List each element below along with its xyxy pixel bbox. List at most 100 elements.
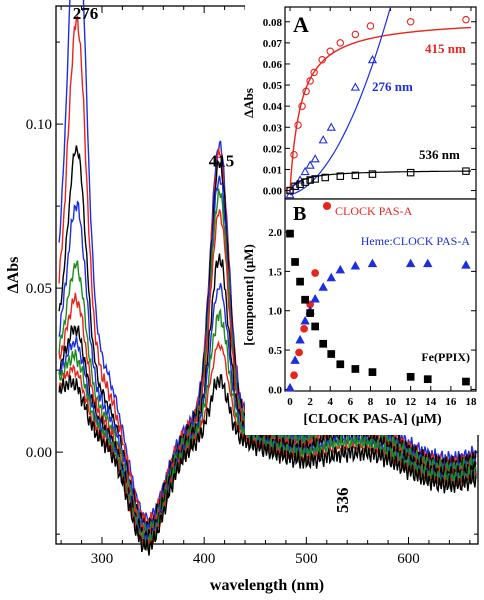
inset-a-point: [286, 186, 294, 195]
inset-a-y-tick-label: 0.06: [263, 59, 283, 71]
inset-a-background: [245, 0, 480, 201]
inset-b-x-tick-label: 0: [287, 396, 293, 408]
inset-a-point: [310, 68, 318, 77]
inset-b-y-tick-label: 2.0: [268, 227, 282, 239]
inset-a-series-label: 276 nm: [372, 79, 413, 94]
inset-b-y-tick-label: 1.0: [268, 306, 282, 318]
inset-b-x-axis-label: [CLOCK PAS-A] (μM): [303, 412, 442, 427]
x-tick-label: 600: [397, 551, 420, 567]
inset-a-point: [318, 55, 326, 64]
inset-a-point: [462, 15, 470, 24]
inset-a-y-tick-label: 0.00: [263, 186, 283, 198]
inset-a-point: [310, 154, 320, 163]
x-tick-label: 500: [295, 551, 318, 567]
inset-a-y-tick-label: 0.07: [263, 38, 283, 50]
inset-b-point: [310, 294, 320, 303]
inset-b-point: [368, 368, 377, 376]
inset-a-point: [294, 121, 302, 129]
inset-a-y-tick-label: 0.05: [263, 80, 283, 92]
inset-a-y-tick-label: 0.08: [263, 17, 283, 29]
inset-a-panel-label: A: [293, 12, 309, 37]
inset-a-point: [336, 172, 345, 180]
inset-a-point: [285, 189, 295, 199]
inset-b-legend-marker: [322, 201, 332, 211]
inset-a-y-tick-label: 0.04: [263, 101, 283, 113]
inset-a-y-tick-label: 0.03: [263, 122, 283, 134]
inset-b-point: [290, 371, 298, 380]
inset-a-point: [318, 135, 328, 144]
inset-b-series-label: CLOCK PAS-A: [335, 204, 413, 218]
inset-a-point: [351, 171, 360, 180]
inset-a-point: [306, 77, 314, 85]
inset-b-point: [296, 277, 304, 286]
inset-b-point: [406, 372, 415, 381]
peak-536-label: 536: [333, 487, 352, 512]
inset-b-point: [311, 322, 320, 331]
inset-b-point: [286, 229, 294, 238]
inset-b-point: [351, 365, 360, 373]
x-tick-label: 400: [193, 551, 216, 567]
inset-b-point: [301, 295, 309, 304]
peak-276-label: 276: [73, 4, 99, 23]
inset-b-point: [300, 324, 308, 333]
inset-b-point: [290, 355, 300, 364]
inset-b-point: [319, 339, 328, 348]
inset-a-series-label: 536 nm: [419, 147, 460, 162]
inset-a-point: [290, 150, 298, 159]
inset-b-y-tick-label: 0.5: [268, 345, 282, 357]
inset-b-point: [367, 258, 378, 268]
spectra-lines: [58, 0, 477, 556]
x-axis-label: wavelength (nm): [210, 577, 324, 594]
inset-a-point: [298, 102, 306, 110]
inset-b-x-tick-label: 18: [465, 396, 477, 408]
inset-a-point: [336, 39, 345, 47]
inset-a-series-1: [286, 15, 470, 195]
inset-a-fit-lines: [289, 6, 472, 196]
inset-b-series-3: [286, 229, 470, 386]
fit-276-line: [289, 6, 392, 196]
inset-a-point: [350, 82, 360, 91]
inset-a-series-label: 415 nm: [425, 41, 466, 56]
inset-a-point: [311, 175, 319, 183]
inset-b-y-tick-label: 0.0: [268, 384, 282, 396]
x-tick-label: 300: [91, 551, 114, 567]
inset-b-point: [285, 382, 295, 392]
inset-b-x-tick-label: 8: [368, 396, 374, 408]
inset-b-point: [335, 264, 346, 274]
inset-b-point: [326, 272, 336, 282]
inset-a-y-axis-label: ΔAbs: [241, 88, 256, 118]
inset-b-point: [423, 258, 433, 268]
inset-a-point: [305, 160, 315, 169]
inset-a-point: [296, 180, 304, 188]
inset-a-point: [366, 22, 375, 30]
inset-a-point: [302, 87, 310, 96]
inset-b-series-label: Fe(PPIX): [421, 350, 470, 364]
inset-b-x-tick-label: 16: [445, 396, 457, 408]
inset-a-point: [291, 182, 299, 191]
y-axis-label: ΔAbs: [5, 257, 22, 294]
inset-b-background: [245, 199, 480, 435]
inset-a-point: [462, 167, 470, 175]
inset-a-point: [367, 54, 378, 64]
inset-b-point: [291, 258, 299, 266]
inset-a-series-2: [285, 54, 378, 199]
inset-b-x-tick-label: 4: [327, 396, 333, 408]
inset-a-point: [406, 168, 415, 177]
inset-b-plot: 0.0 0.5 1.0 1.5 2.0 0 2 4 6 8 10 12 14 16 18 [CLOCK PAS…: [241, 198, 480, 435]
inset-b-point: [423, 375, 432, 384]
y-tick-label: 0.05: [26, 281, 52, 297]
inset-b-point: [318, 282, 328, 291]
peak-415-label: 415: [209, 152, 235, 171]
inset-b-point: [462, 377, 470, 386]
inset-a-point: [321, 173, 329, 182]
inset-b-frame: [284, 198, 477, 392]
inset-a-point: [351, 30, 360, 39]
inset-b-point: [336, 360, 345, 369]
inset-a-point: [368, 170, 377, 178]
inset-a-y-tick-label: 0.02: [263, 143, 283, 155]
inset-b-series-1: [290, 269, 320, 380]
inset-a-point: [300, 166, 310, 176]
inset-a-plot: 0.00 0.01 0.02 0.03 0.04 0.05 0.06 0.07 0.08 ΔAbs…: [241, 0, 480, 201]
